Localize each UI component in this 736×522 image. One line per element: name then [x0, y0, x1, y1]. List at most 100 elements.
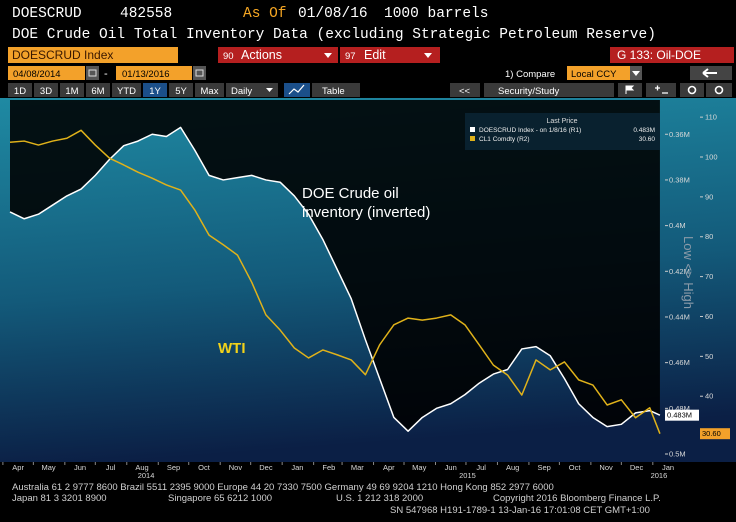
frequency[interactable]: Daily — [231, 86, 252, 97]
ticker: DOESCRUD — [12, 6, 82, 22]
legend-swatch — [470, 127, 475, 132]
table-label[interactable]: Table — [322, 86, 345, 97]
last-value-label: 30.60 — [702, 429, 721, 438]
annotation: inventory (inverted) — [302, 204, 430, 221]
x-tick-label: Dec — [259, 463, 273, 472]
currency[interactable]: Local CCY — [571, 69, 617, 80]
compare-label[interactable]: 1) Compare — [505, 69, 555, 80]
x-tick-label: Aug — [506, 463, 519, 472]
y-tick-label: 0.38M — [669, 175, 690, 184]
collapse-label[interactable]: << — [459, 86, 471, 97]
y2-tick-label: 50 — [705, 352, 713, 361]
range-button[interactable] — [169, 83, 193, 97]
last-value-label: 0.483M — [667, 411, 692, 420]
footer-line: Australia 61 2 9777 8600 Brazil 5511 239… — [12, 482, 554, 493]
edit-code: 97 — [345, 51, 356, 62]
legend-value: 30.60 — [639, 136, 656, 143]
year-label: 2015 — [459, 471, 476, 480]
last-value-badge — [665, 409, 699, 421]
range-button[interactable] — [8, 83, 32, 97]
study-label[interactable]: Security/Study — [498, 86, 559, 97]
legend-title: Last Price — [546, 118, 577, 125]
range-button[interactable] — [143, 83, 167, 97]
page-title: DOE Crude Oil Total Inventory Data (excl… — [12, 27, 656, 43]
page-badge — [610, 47, 734, 63]
y-tick-label: 0.5M — [669, 450, 686, 459]
footer-line: Singapore 65 6212 1000 — [168, 493, 272, 504]
study-button[interactable] — [484, 83, 614, 97]
range-label[interactable]: Max — [201, 86, 219, 97]
end-date-field[interactable] — [116, 66, 192, 80]
chart-glyph — [288, 84, 305, 95]
x-tick-label: Sep — [167, 463, 180, 472]
range-label[interactable]: 1D — [14, 86, 26, 97]
legend-label: CL1 Comdty (R2) — [479, 136, 530, 143]
year-label: 2014 — [138, 471, 155, 480]
range-label[interactable]: 3D — [40, 86, 52, 97]
x-tick-label: Oct — [198, 463, 211, 472]
security-field[interactable] — [8, 47, 178, 63]
x-tick-label: Apr — [12, 463, 24, 472]
range-label[interactable]: YTD — [117, 86, 136, 97]
y2-tick-label: 110 — [705, 113, 717, 122]
range-label[interactable]: 1M — [65, 86, 78, 97]
x-tick-label: Jul — [476, 463, 486, 472]
security-field-text[interactable]: DOESCRUD Index — [12, 48, 113, 62]
dropdown-arrow — [266, 88, 273, 92]
settings-button[interactable] — [680, 83, 704, 97]
date-dash: - — [104, 68, 108, 80]
security-id: 482558 — [120, 6, 172, 22]
end-date[interactable]: 01/13/2016 — [122, 69, 170, 80]
footer-line: SN 547968 H191-1789-1 13-Jan-16 17:01:08… — [390, 505, 650, 516]
edit-button[interactable] — [340, 47, 440, 63]
range-label[interactable]: 6M — [91, 86, 104, 97]
y2-tick-label: 60 — [705, 312, 713, 321]
as-of-label: As Of — [243, 6, 287, 22]
y2-tick-label: 40 — [705, 392, 713, 401]
range-label[interactable]: 5Y — [175, 86, 187, 97]
more-button[interactable] — [706, 83, 732, 97]
x-tick-label: Apr — [383, 463, 395, 472]
chart-mode-button[interactable] — [284, 83, 310, 97]
footer-line: U.S. 1 212 318 2000 — [336, 493, 423, 504]
frequency-button[interactable] — [226, 83, 278, 97]
x-tick-label: Nov — [229, 463, 243, 472]
legend-box — [465, 113, 660, 150]
collapse-button[interactable] — [450, 83, 480, 97]
x-tick-label: Jun — [74, 463, 86, 472]
y-tick-label: 0.44M — [669, 312, 690, 321]
footer-line: Copyright 2016 Bloomberg Finance L.P. — [493, 493, 661, 504]
annotation: WTI — [218, 340, 246, 357]
range-button[interactable] — [60, 83, 84, 97]
range-button[interactable] — [195, 83, 224, 97]
range-label[interactable]: 1Y — [149, 86, 161, 97]
range-button[interactable] — [34, 83, 58, 97]
range-button[interactable] — [86, 83, 110, 97]
table-button[interactable] — [312, 83, 360, 97]
x-tick-label: Aug — [135, 463, 148, 472]
x-tick-label: May — [412, 463, 426, 472]
dropdown-arrow — [632, 71, 640, 76]
legend-value: 0.483M — [633, 127, 655, 134]
x-tick-label: Jun — [445, 463, 457, 472]
x-axis-strip — [0, 462, 736, 480]
series-line — [9, 126, 661, 432]
currency-field[interactable] — [567, 66, 642, 80]
options-button[interactable] — [646, 83, 676, 97]
y2-tick-label: 90 — [705, 192, 713, 201]
annotation: DOE Crude oil — [302, 185, 399, 202]
y-tick-label: 0.46M — [669, 358, 690, 367]
dropdown-arrow — [324, 53, 332, 58]
calendar-icon[interactable] — [193, 66, 206, 80]
start-date-field[interactable] — [8, 66, 85, 80]
inventory-area — [10, 100, 660, 432]
start-date[interactable]: 04/08/2014 — [13, 69, 61, 80]
options-glyph — [655, 85, 668, 94]
actions-button[interactable] — [218, 47, 338, 63]
calendar-icon[interactable] — [86, 66, 99, 80]
axis-note: Low <> High — [681, 236, 696, 309]
flag-glyph — [625, 85, 635, 94]
last-value-badge — [700, 428, 730, 440]
range-button[interactable] — [112, 83, 141, 97]
